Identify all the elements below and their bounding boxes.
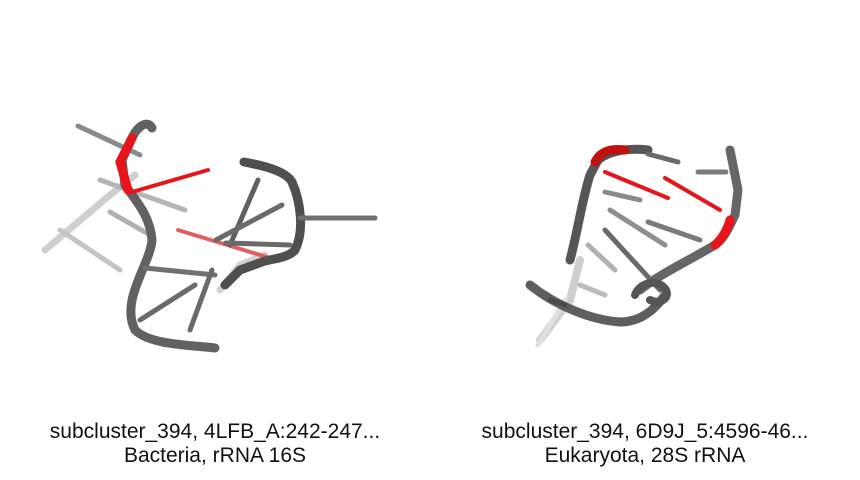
base-stub bbox=[577, 282, 608, 298]
base-stub bbox=[602, 189, 643, 203]
highlight-stub bbox=[130, 168, 210, 194]
caption-right: subcluster_394, 6D9J_5:4596-46... Eukary… bbox=[430, 420, 860, 468]
base-stub bbox=[585, 242, 618, 273]
base-stub bbox=[645, 219, 703, 243]
base-stub bbox=[607, 207, 668, 248]
highlight-stub bbox=[603, 170, 670, 200]
backbone-loop bbox=[220, 157, 305, 290]
base-stub bbox=[97, 177, 188, 213]
backbone-loop-knot bbox=[631, 278, 671, 306]
base-stub bbox=[645, 151, 681, 165]
caption-subtitle: Eukaryota, 28S rRNA bbox=[544, 444, 746, 467]
caption-title: subcluster_394, 4LFB_A:242-247... bbox=[49, 420, 381, 443]
base-stub bbox=[227, 177, 261, 248]
base-stub bbox=[137, 282, 198, 323]
rna-structure-right bbox=[525, 144, 743, 348]
highlight-segment bbox=[710, 215, 735, 250]
caption-subtitle: Bacteria, rRNA 16S bbox=[123, 444, 307, 467]
structure-panel-right: subcluster_394, 6D9J_5:4596-46... Eukary… bbox=[430, 0, 860, 480]
base-stub bbox=[223, 240, 293, 248]
highlight-stub bbox=[663, 176, 722, 212]
base-stub bbox=[213, 202, 285, 243]
base-stub bbox=[547, 297, 568, 308]
structure-panel-left: subcluster_394, 4LFB_A:242-247... Bacter… bbox=[0, 119, 430, 468]
highlight-segment bbox=[115, 133, 137, 195]
backbone-main bbox=[117, 119, 220, 353]
caption-left: subcluster_394, 4LFB_A:242-247... Bacter… bbox=[0, 420, 430, 468]
base-stub bbox=[107, 209, 153, 238]
base-stub bbox=[57, 227, 123, 273]
caption-title: subcluster_394, 6D9J_5:4596-46... bbox=[481, 420, 809, 443]
base-stub bbox=[187, 267, 215, 333]
rna-structure-left bbox=[41, 119, 378, 353]
base-stub bbox=[142, 265, 218, 278]
highlight-segment bbox=[590, 145, 630, 167]
backbone-main bbox=[565, 144, 653, 265]
